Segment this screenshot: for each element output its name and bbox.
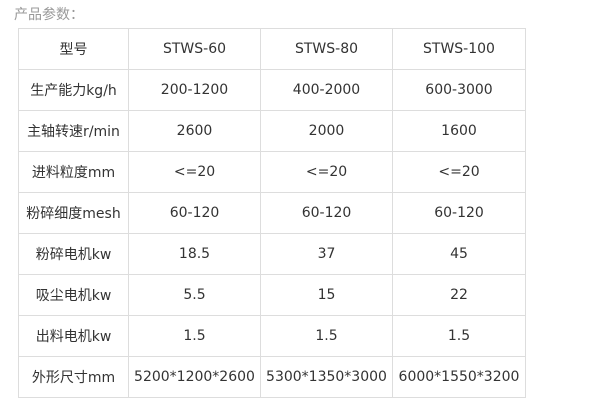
table-cell: 型号: [18, 28, 129, 70]
table-cell: 粉碎电机kw: [18, 233, 129, 275]
table-cell: STWS-80: [260, 28, 393, 70]
table-cell: 进料粒度mm: [18, 151, 129, 193]
table-cell: 5300*1350*3000: [260, 356, 393, 398]
table-row: 外形尺寸mm 5200*1200*2600 5300*1350*3000 6000*1…: [18, 356, 526, 398]
table-cell: <=20: [260, 151, 393, 193]
table-cell: 吸尘电机kw: [18, 274, 129, 316]
table-cell: <=20: [128, 151, 261, 193]
section-title: 产品参数：: [14, 7, 84, 23]
table-row: 出料电机kw 1.5 1.5 1.5: [18, 315, 526, 357]
table-cell: 22: [392, 274, 526, 316]
table-body: 型号 STWS-60 STWS-80 STWS-100 生产能力kg/h 200-1200…: [18, 28, 526, 398]
table-cell: 15: [260, 274, 393, 316]
table-cell: 5.5: [128, 274, 261, 316]
table-cell: 200-1200: [128, 69, 261, 111]
table-cell: 1.5: [392, 315, 526, 357]
table-row: 粉碎细度mesh 60-120 60-120 60-120: [18, 192, 526, 234]
table-cell: 1600: [392, 110, 526, 152]
table-cell: 18.5: [128, 233, 261, 275]
table-cell: 主轴转速r/min: [18, 110, 129, 152]
table-cell: <=20: [392, 151, 526, 193]
header-row: 型号 STWS-60 STWS-80 STWS-100: [18, 28, 526, 70]
table-cell: STWS-100: [392, 28, 526, 70]
table-row: 进料粒度mm <=20 <=20 <=20: [18, 151, 526, 193]
table-cell: STWS-60: [128, 28, 261, 70]
table-cell: 45: [392, 233, 526, 275]
table-cell: 粉碎细度mesh: [18, 192, 129, 234]
table-cell: 2000: [260, 110, 393, 152]
table-cell: 600-3000: [392, 69, 526, 111]
spec-table: 型号 STWS-60 STWS-80 STWS-100 生产能力kg/h 200-1200…: [18, 28, 526, 398]
table-cell: 2600: [128, 110, 261, 152]
table-cell: 37: [260, 233, 393, 275]
table-cell: 6000*1550*3200: [392, 356, 526, 398]
table-cell: 60-120: [128, 192, 261, 234]
table-cell: 60-120: [260, 192, 393, 234]
table-cell: 5200*1200*2600: [128, 356, 261, 398]
table-row: 生产能力kg/h 200-1200 400-2000 600-3000: [18, 69, 526, 111]
table-cell: 外形尺寸mm: [18, 356, 129, 398]
table-cell: 1.5: [260, 315, 393, 357]
table-row: 吸尘电机kw 5.5 15 22: [18, 274, 526, 316]
table-row: 主轴转速r/min 2600 2000 1600: [18, 110, 526, 152]
table-cell: 出料电机kw: [18, 315, 129, 357]
table-row: 粉碎电机kw 18.5 37 45: [18, 233, 526, 275]
table-cell: 400-2000: [260, 69, 393, 111]
table-cell: 60-120: [392, 192, 526, 234]
table-cell: 生产能力kg/h: [18, 69, 129, 111]
table-cell: 1.5: [128, 315, 261, 357]
